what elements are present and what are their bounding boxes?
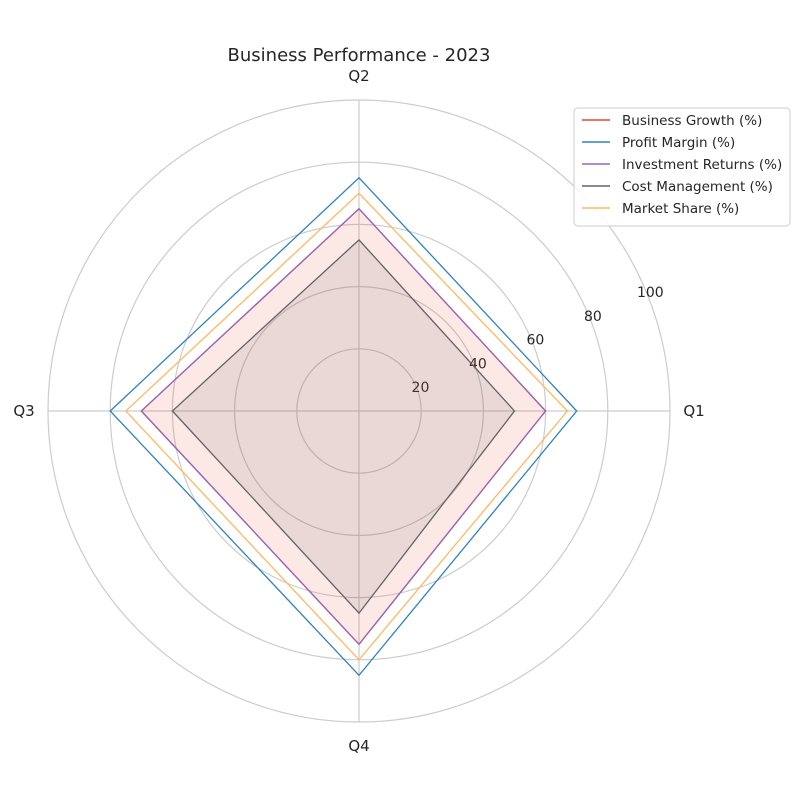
series-line <box>124 192 569 661</box>
category-label: Q4 <box>348 737 369 755</box>
legend-label: Profit Margin (%) <box>622 135 735 151</box>
category-label: Q2 <box>348 67 369 85</box>
r-tick-label: 60 <box>526 333 544 349</box>
category-labels: Q1 Q2 Q3 Q4 <box>13 67 704 755</box>
legend-label: Investment Returns (%) <box>622 157 782 173</box>
series-line <box>140 207 547 646</box>
r-tick-label: 80 <box>584 309 602 325</box>
radial-tick-labels: 20 40 60 80 100 <box>412 285 664 396</box>
legend-label: Business Growth (%) <box>622 113 762 129</box>
series-line <box>171 238 516 615</box>
r-tick-label: 100 <box>637 285 664 301</box>
series-layer <box>109 176 578 677</box>
r-tick-label: 40 <box>469 356 487 372</box>
legend-label: Cost Management (%) <box>622 179 773 195</box>
category-label: Q3 <box>13 402 34 420</box>
legend-label: Market Share (%) <box>622 201 739 217</box>
category-label: Q1 <box>683 402 704 420</box>
legend: Business Growth (%) Profit Margin (%) Inve… <box>573 107 791 227</box>
r-tick-label: 20 <box>412 380 430 396</box>
series-fill <box>172 239 515 614</box>
chart-title: Business Performance - 2023 <box>228 45 491 66</box>
series-line <box>109 176 578 677</box>
legend-box <box>573 107 791 227</box>
